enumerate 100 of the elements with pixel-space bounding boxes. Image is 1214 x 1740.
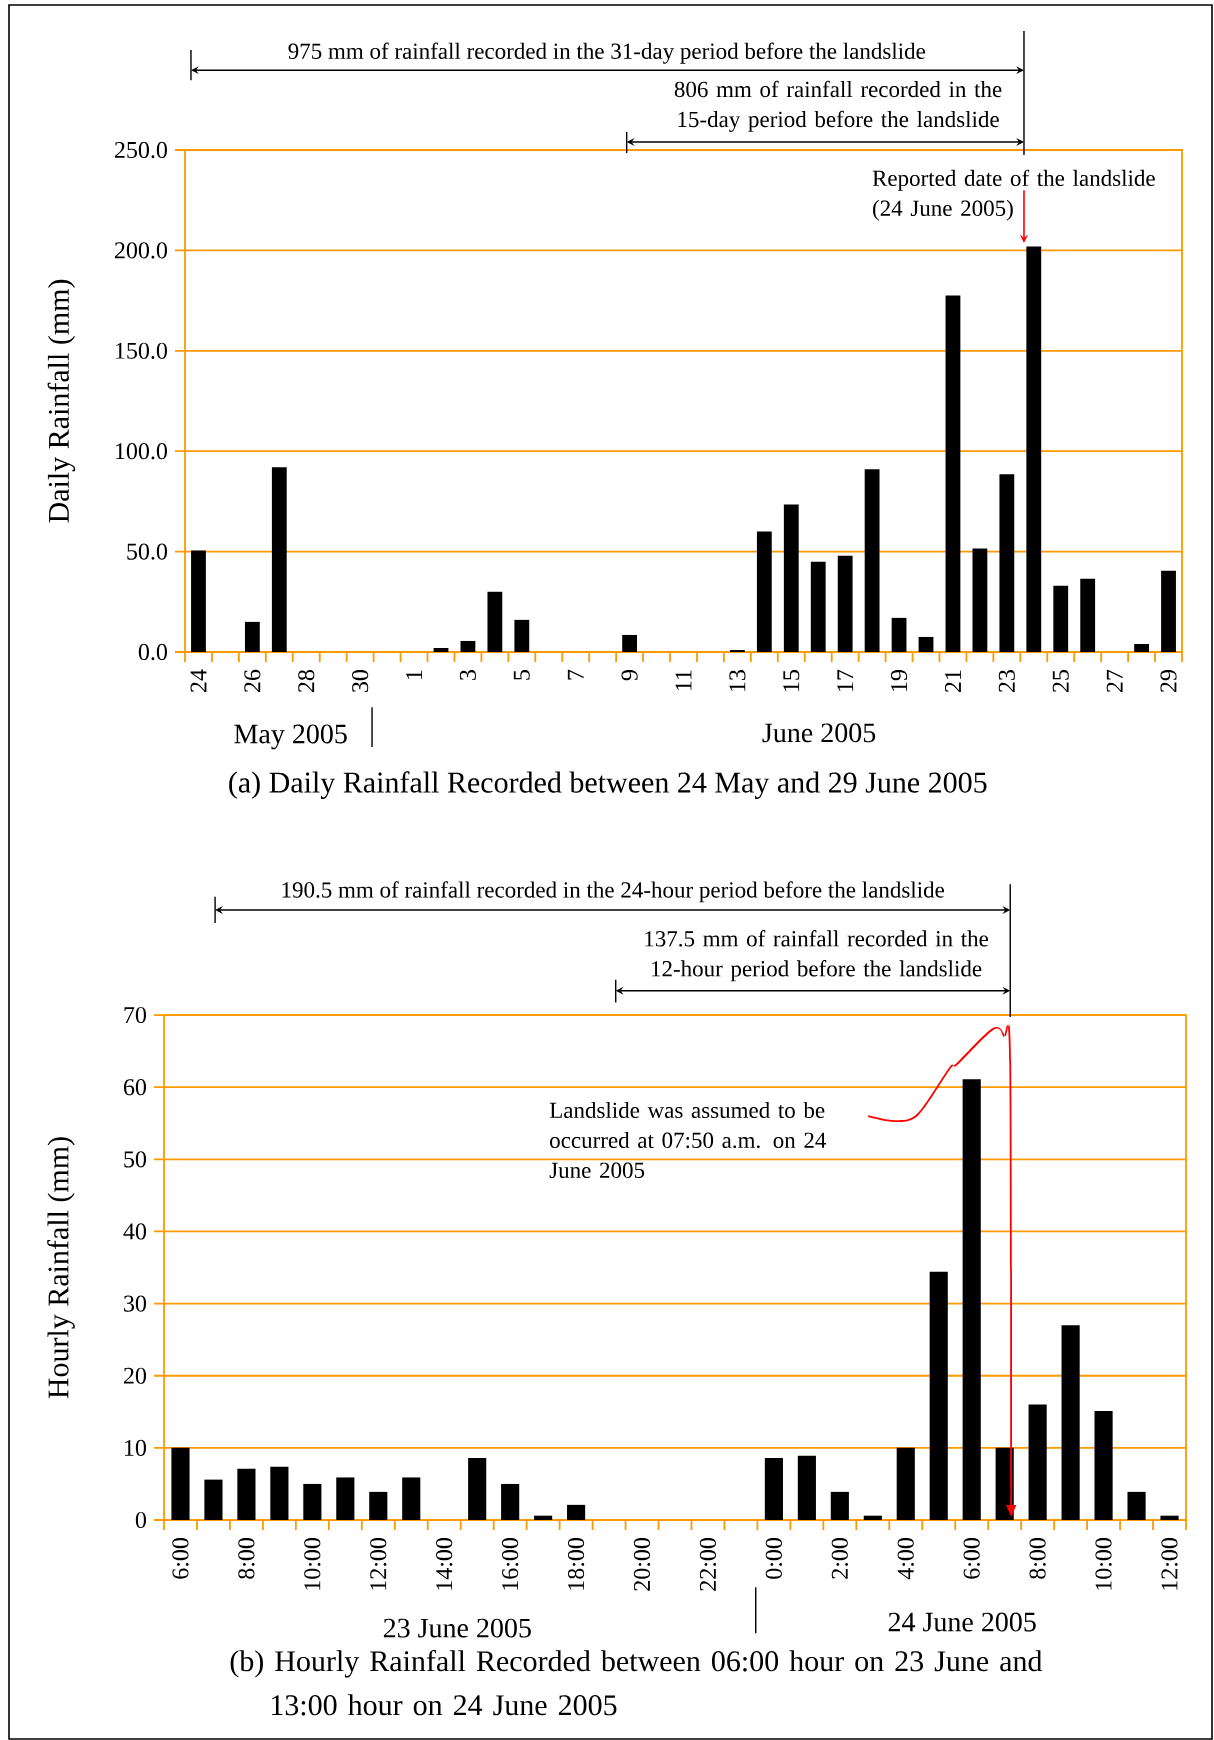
x-tick-label: 22:00 — [699, 1538, 717, 1591]
y-tick-label: 150.0 — [116, 342, 167, 359]
bar — [270, 1466, 289, 1521]
bar — [501, 1483, 520, 1521]
bar — [918, 636, 934, 653]
x-tick-label: 4:00 — [897, 1538, 914, 1580]
annotation: Reported date of the landslide (24 June 2005) — [872, 169, 1155, 221]
bar — [487, 591, 503, 653]
bar — [237, 1468, 256, 1521]
y-tick-label: 50 — [124, 1151, 146, 1168]
bar — [837, 555, 853, 653]
x-tick-label: 23 — [998, 670, 1015, 693]
x-tick-label: 12:00 — [370, 1538, 387, 1590]
bar — [999, 474, 1015, 653]
bar — [863, 1515, 882, 1521]
x-tick-label: 29 — [1160, 670, 1177, 693]
bar — [896, 1447, 915, 1521]
bar — [1061, 1325, 1080, 1521]
bar — [1026, 246, 1042, 653]
x-tick-label: 7 — [567, 669, 584, 680]
text: 806 mm of rainfall recorded in the 15-day period before the landslide — [674, 80, 1002, 132]
text: May 2005 — [234, 724, 347, 750]
x-tick-label: 1 — [406, 670, 422, 679]
x-tick-label: 0:00 — [765, 1538, 783, 1579]
text: 23 June 2005 — [383, 1618, 531, 1638]
bar — [1161, 570, 1176, 653]
bar — [191, 550, 206, 653]
x-tick-label: 16:00 — [502, 1538, 519, 1590]
bar — [514, 619, 530, 653]
bar — [271, 467, 287, 653]
x-tick-label: 6:00 — [963, 1538, 980, 1579]
x-tick-label: 15 — [783, 670, 800, 691]
bar — [945, 295, 961, 653]
bar — [1028, 1404, 1047, 1521]
y-tick-label: 250.0 — [115, 141, 167, 159]
bar — [402, 1477, 421, 1521]
y-tick-label: 40 — [123, 1223, 146, 1240]
bar — [336, 1477, 355, 1521]
bar — [729, 650, 745, 653]
bar — [204, 1479, 223, 1521]
bar — [797, 1455, 816, 1521]
x-tick-label: 14:00 — [436, 1538, 453, 1590]
y-tick-label: 200.0 — [115, 242, 167, 259]
x-tick-label: 5 — [513, 670, 530, 680]
x-tick-label: 21 — [945, 670, 961, 693]
bar — [756, 531, 772, 653]
bar — [468, 1457, 487, 1521]
text: (b) Hourly Rainfall Recorded between 06:00 hour on 23 June and 13:00 hour on 24 June 2005 — [230, 1649, 1043, 1716]
bar — [369, 1491, 388, 1521]
bar — [567, 1504, 586, 1521]
bar — [1127, 1491, 1146, 1521]
x-tick-label: 13 — [729, 670, 746, 691]
text: June 2005 — [762, 723, 876, 743]
bar — [810, 561, 826, 653]
annotation: Landslide was assumed to be occurred at 07:50 a.m. on 24 June 2005 — [549, 1101, 827, 1179]
bar — [891, 617, 907, 653]
bar — [622, 634, 638, 653]
x-tick-label: 10:00 — [1095, 1538, 1112, 1590]
bar — [244, 621, 260, 653]
x-tick-label: 30 — [352, 670, 369, 692]
x-tick-label: 8:00 — [238, 1538, 255, 1579]
y-tick-label: 60 — [123, 1079, 146, 1096]
bar — [534, 1515, 553, 1521]
x-tick-label: 18:00 — [567, 1538, 585, 1590]
x-tick-label: 27 — [1106, 669, 1123, 693]
x-tick-label: 12:00 — [1161, 1538, 1178, 1590]
text: 975 mm of rainfall recorded in the 31-day period before the landslide — [288, 42, 926, 64]
y-tick-label: 10 — [125, 1439, 146, 1456]
x-tick-label: 11 — [675, 670, 692, 691]
y-axis-title: Daily Rainfall (mm) — [47, 279, 76, 523]
bar — [972, 548, 988, 653]
x-tick-label: 19 — [890, 670, 908, 691]
bar — [962, 1079, 981, 1521]
y-tick-label: 70 — [124, 1006, 146, 1024]
x-tick-label: 9 — [621, 670, 638, 681]
x-tick-label: 20:00 — [633, 1538, 651, 1591]
y-axis-title: Hourly Rainfall (mm) — [47, 1137, 75, 1399]
bar — [1094, 1411, 1113, 1521]
bar — [1134, 643, 1149, 653]
x-tick-label: 6:00 — [172, 1538, 189, 1579]
text: 24 June 2005 — [888, 1612, 1036, 1632]
y-tick-label: 50.0 — [127, 543, 167, 560]
text: 137.5 mm of rainfall recorded in the 12-hour period before the landslide — [645, 930, 989, 982]
bar — [783, 504, 799, 653]
bar — [460, 640, 476, 653]
bar — [1160, 1515, 1179, 1521]
x-tick-label: 2:00 — [831, 1538, 848, 1579]
x-tick-label: 26 — [244, 669, 261, 693]
y-tick-label: 0.0 — [138, 643, 167, 661]
bar — [929, 1271, 948, 1521]
x-tick-label: 8:00 — [1029, 1538, 1046, 1579]
bar — [764, 1457, 783, 1521]
bar — [171, 1447, 190, 1521]
bar — [864, 469, 880, 653]
text: 190.5 mm of rainfall recorded in the 24-hour period before the landslide — [282, 881, 945, 903]
y-tick-label: 0 — [135, 1511, 147, 1529]
x-tick-label: 28 — [298, 670, 315, 693]
y-tick-label: 100.0 — [116, 443, 167, 460]
bar — [433, 647, 449, 653]
y-tick-label: 20 — [124, 1367, 146, 1384]
